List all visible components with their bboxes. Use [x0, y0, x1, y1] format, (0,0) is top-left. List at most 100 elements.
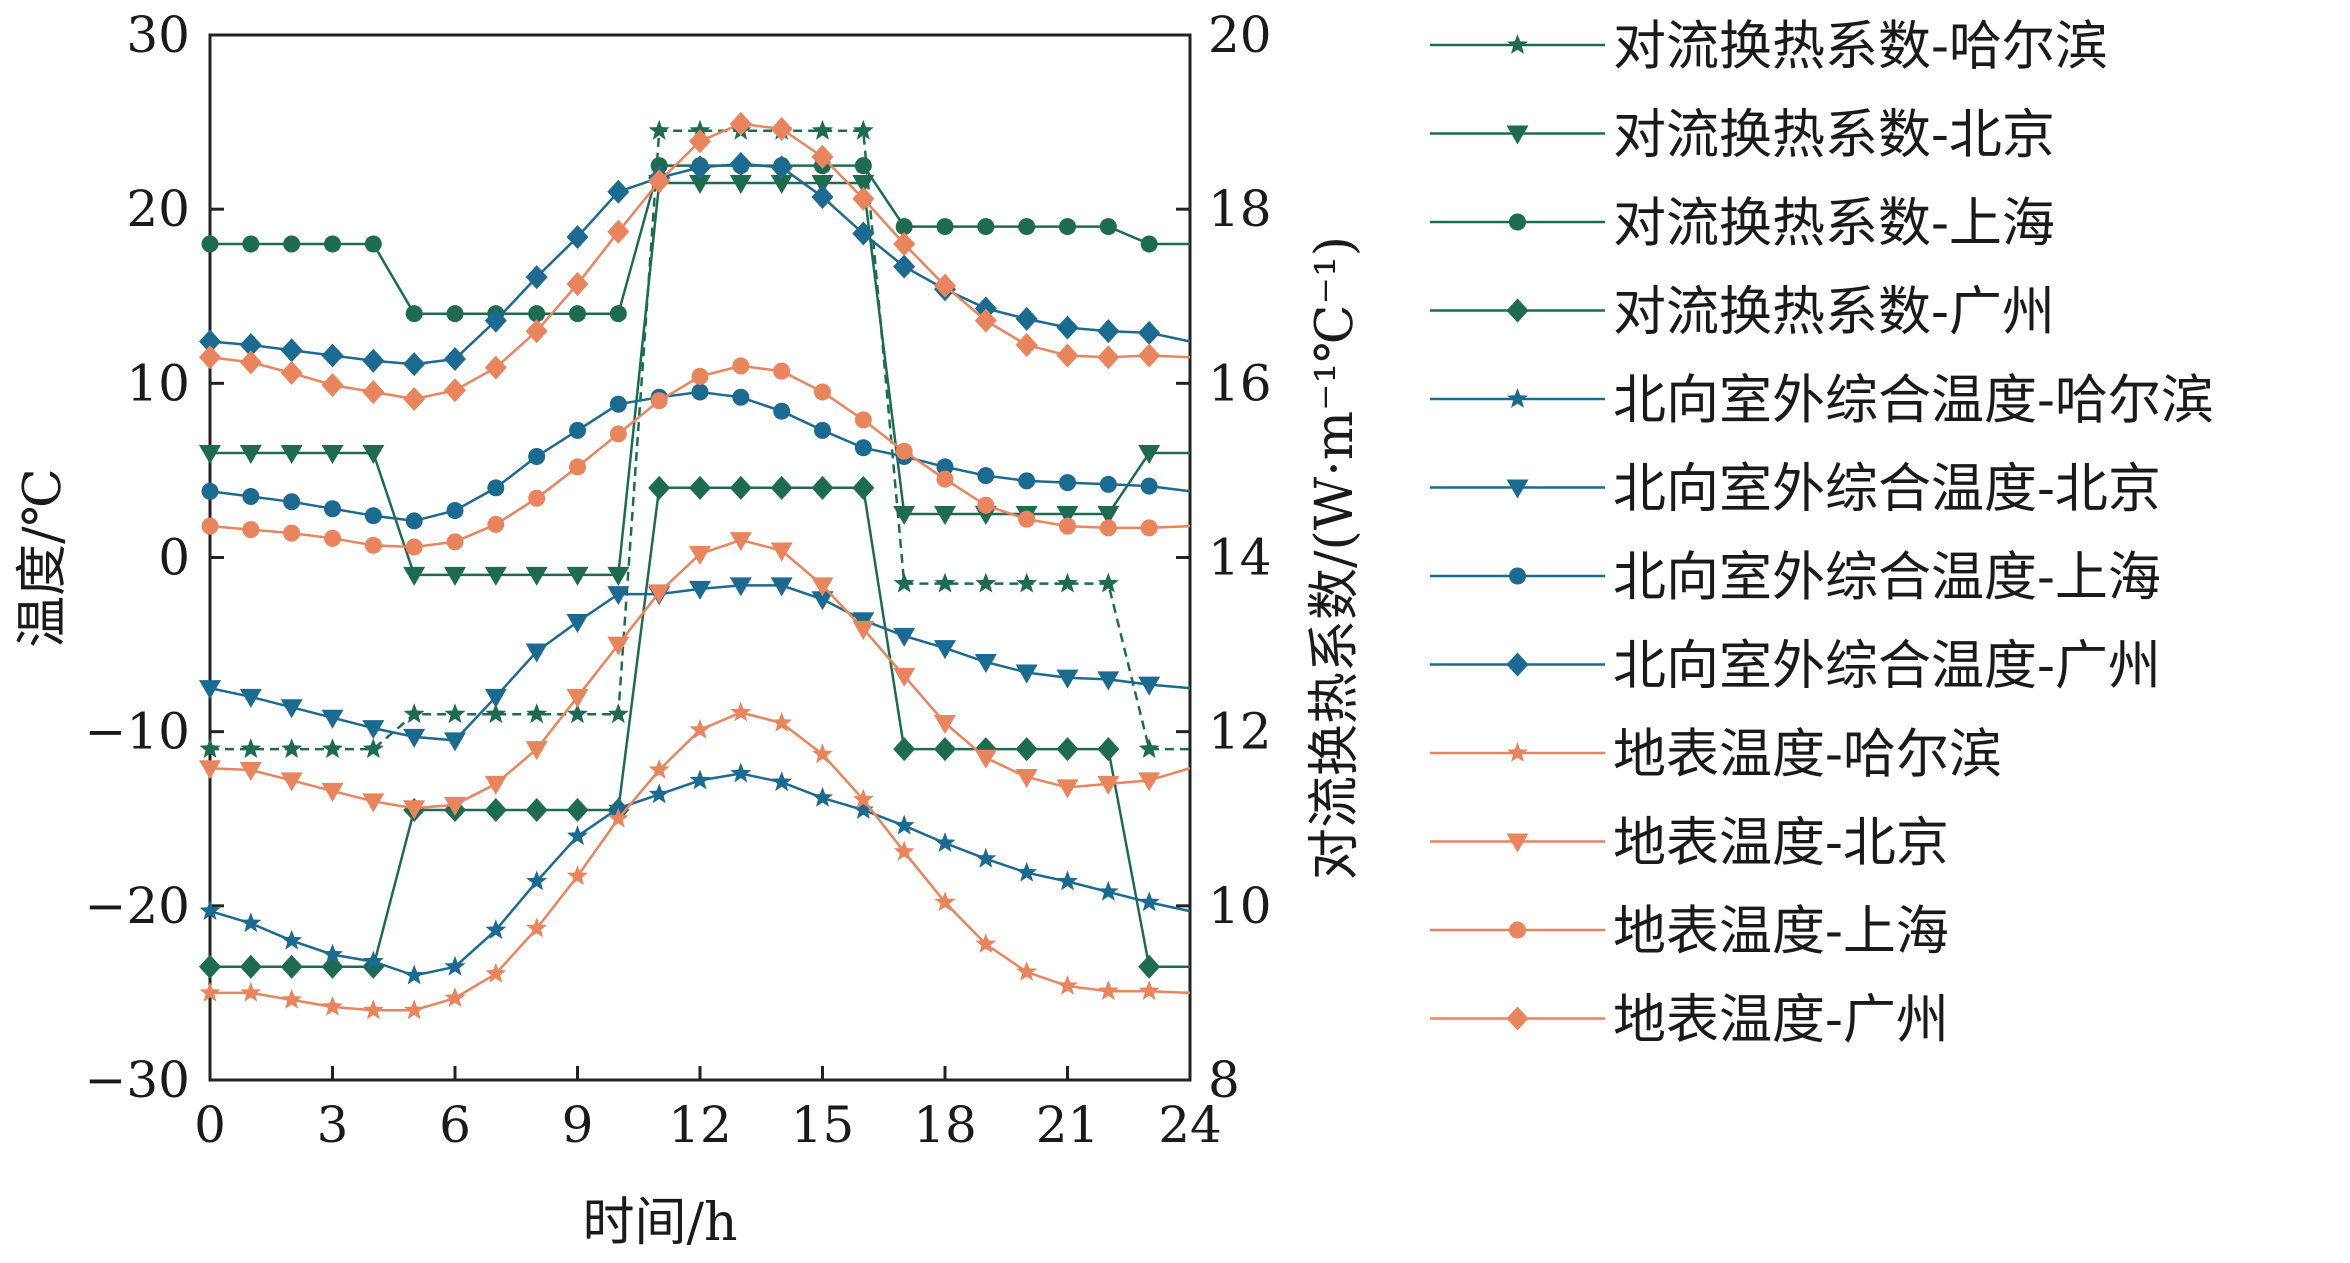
data-point: [607, 179, 630, 204]
series-line: [209, 584, 1191, 742]
data-point: [1138, 954, 1161, 979]
data-point: [566, 688, 589, 708]
data-point: [977, 218, 995, 236]
data-point: [199, 680, 221, 700]
y-right-tick-label: 8: [1208, 1051, 1240, 1109]
data-point: [1056, 669, 1079, 689]
data-point: [569, 458, 586, 476]
data-point: [280, 699, 303, 719]
data-point: [403, 728, 426, 748]
data-point: [1138, 343, 1161, 368]
data-point: [199, 329, 221, 354]
y-left-tick-label: 20: [126, 180, 190, 238]
data-point: [1140, 235, 1158, 253]
legend-marker: [1509, 213, 1526, 231]
data-point: [487, 515, 505, 533]
data-point: [283, 524, 301, 542]
data-point: [852, 186, 875, 211]
legend-label: 对流换热系数-广州: [1613, 282, 2055, 343]
data-point: [1018, 510, 1036, 528]
data-point: [446, 533, 464, 551]
data-point: [1059, 474, 1076, 492]
data-point: [1057, 870, 1078, 891]
data-point: [528, 305, 546, 323]
data-point: [567, 865, 588, 886]
data-point: [974, 654, 997, 673]
legend-marker: [1506, 652, 1529, 677]
data-point: [199, 345, 221, 370]
data-point: [975, 933, 997, 953]
data-point: [648, 169, 671, 194]
data-point: [1097, 775, 1120, 795]
data-point: [362, 380, 385, 405]
data-point: [811, 591, 834, 611]
data-point: [648, 119, 670, 140]
data-point: [446, 501, 464, 519]
data-point: [812, 786, 833, 807]
data-point: [1138, 320, 1161, 345]
data-point: [771, 771, 793, 792]
data-point: [934, 273, 956, 298]
data-point: [609, 425, 627, 443]
data-point: [324, 235, 341, 253]
x-tick-label: 0: [194, 1096, 226, 1154]
data-point: [691, 383, 709, 401]
data-point: [1018, 472, 1036, 490]
data-point: [893, 232, 916, 256]
data-point: [895, 218, 913, 236]
legend-label: 地表温度-上海: [1613, 901, 1949, 962]
data-point: [1140, 519, 1158, 537]
data-point: [239, 333, 262, 358]
data-point: [975, 572, 997, 593]
data-point: [814, 421, 831, 439]
data-point: [484, 775, 507, 795]
data-point: [362, 999, 384, 1020]
legend-marker: [1507, 742, 1528, 762]
data-point: [689, 546, 711, 566]
data-point: [977, 467, 995, 485]
data-point: [566, 225, 589, 250]
data-point: [1015, 768, 1038, 788]
data-point: [732, 388, 750, 406]
series-line: [209, 390, 1191, 523]
data-point: [444, 703, 466, 724]
data-point: [321, 709, 344, 729]
legend-marker: [1506, 125, 1529, 145]
legend-label: 地表温度-北京: [1613, 813, 1949, 874]
data-point: [403, 566, 426, 586]
x-tick-label: 3: [317, 1096, 349, 1154]
data-point: [242, 488, 260, 506]
data-point: [893, 627, 916, 647]
y-right-tick-label: 20: [1208, 6, 1272, 64]
data-point: [280, 954, 303, 979]
data-point: [607, 807, 629, 828]
data-point: [566, 566, 589, 586]
data-point: [770, 155, 793, 180]
y-right-tick-label: 14: [1208, 529, 1272, 587]
data-point: [1056, 315, 1079, 340]
data-point: [732, 357, 750, 375]
series-line: [209, 772, 1191, 977]
data-point: [1016, 861, 1038, 882]
data-point: [1138, 676, 1161, 696]
data-point: [1015, 737, 1038, 762]
y-right-tick-label: 10: [1208, 877, 1272, 935]
data-point: [403, 999, 425, 1020]
data-point: [1097, 880, 1119, 901]
data-point: [852, 788, 874, 809]
data-point: [566, 798, 589, 823]
y-left-tick-label: 10: [126, 354, 190, 412]
data-point: [936, 458, 954, 476]
data-point: [1056, 505, 1079, 525]
data-point: [242, 235, 260, 253]
data-point: [239, 761, 262, 781]
data-point: [689, 475, 711, 500]
data-point: [934, 891, 956, 912]
legend-marker: [1506, 833, 1529, 853]
legend-label: 地表温度-哈尔滨: [1613, 724, 2002, 785]
data-point: [281, 988, 303, 1009]
legend-marker: [1509, 921, 1526, 939]
data-point: [444, 346, 466, 371]
data-point: [1097, 345, 1120, 370]
data-point: [403, 352, 426, 377]
